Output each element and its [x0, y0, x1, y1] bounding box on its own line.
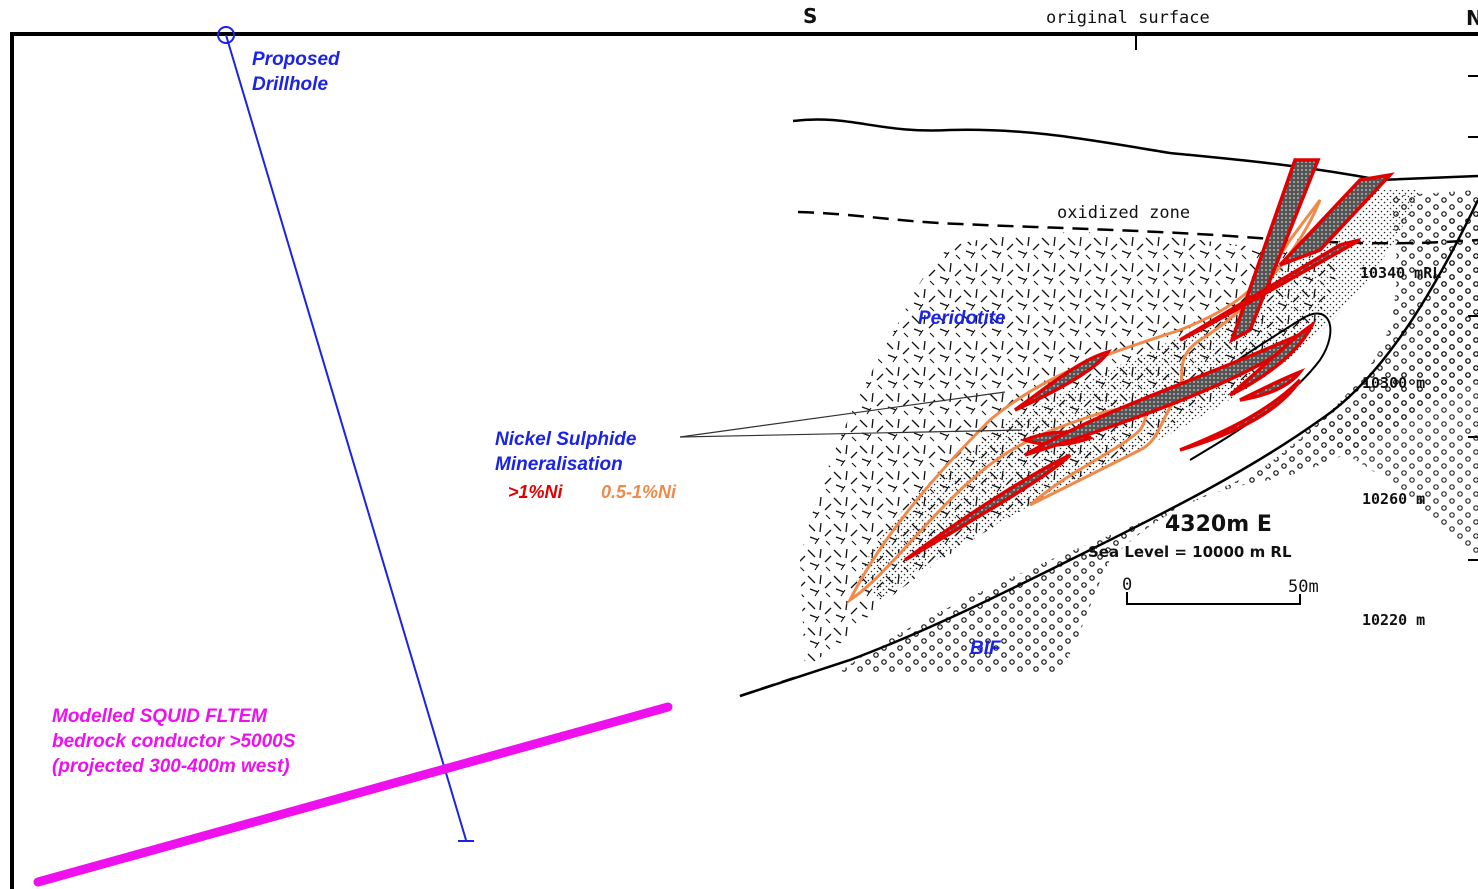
lens-upper-2 [1278, 172, 1395, 267]
original-surface-label: original surface [1046, 8, 1210, 28]
lens-lower [903, 453, 1072, 562]
rl-label-10260: 10260 m [1362, 490, 1425, 508]
drillhole-label-line1: Proposed [252, 49, 340, 70]
mineralisation-label-line1: Nickel Sulphide [495, 429, 637, 450]
lens-peridotite [1013, 349, 1112, 412]
legend-high-grade: >1%Ni [508, 482, 564, 502]
bif-label: BIF [970, 638, 1002, 659]
conductor-label-line3: (projected 300-400m west) [52, 756, 290, 777]
scale-bar [1126, 592, 1301, 605]
south-label: S [803, 4, 817, 28]
ground-surface-line [792, 118, 1478, 182]
basal-contact [739, 199, 1478, 698]
drillhole-collar-icon [217, 26, 235, 44]
bif-unit-east [1300, 210, 1478, 560]
lens-east-2 [1239, 367, 1306, 402]
oxidized-zone-label: oxidized zone [1057, 203, 1190, 223]
conductor-plate [33, 702, 673, 887]
conductor-label-line1: Modelled SQUID FLTEM [52, 706, 268, 727]
legend-low-grade: 0.5-1%Ni [601, 482, 677, 502]
leader-line-2 [679, 429, 1023, 438]
sea-level-label: Sea Level = 10000 m RL [1088, 543, 1292, 561]
leader-line-1 [679, 391, 1006, 438]
peridotite-label: Peridotite [918, 308, 1006, 329]
scale-end-label: 50m [1288, 577, 1319, 597]
section-easting-label: 4320m E [1165, 512, 1272, 537]
rl-label-10300: 10300 m [1362, 374, 1425, 392]
drillhole-trace [225, 34, 467, 841]
basal-contact-dashed [739, 674, 801, 698]
rl-label-10220: 10220 m [1362, 611, 1425, 629]
conductor-label-line2: bedrock conductor >5000S [52, 731, 296, 752]
rl-label-10340: 10340 mRL [1360, 264, 1441, 282]
north-label: N [1466, 6, 1478, 30]
lens-mid [1179, 238, 1361, 342]
scale-zero-label: 0 [1122, 575, 1132, 595]
mineralisation-label-line2: Mineralisation [495, 454, 623, 475]
lens-footwall [1179, 378, 1302, 452]
high-grade-lenses [903, 158, 1395, 562]
drillhole-label-line2: Drillhole [252, 74, 328, 95]
lens-east-1 [1228, 319, 1317, 397]
